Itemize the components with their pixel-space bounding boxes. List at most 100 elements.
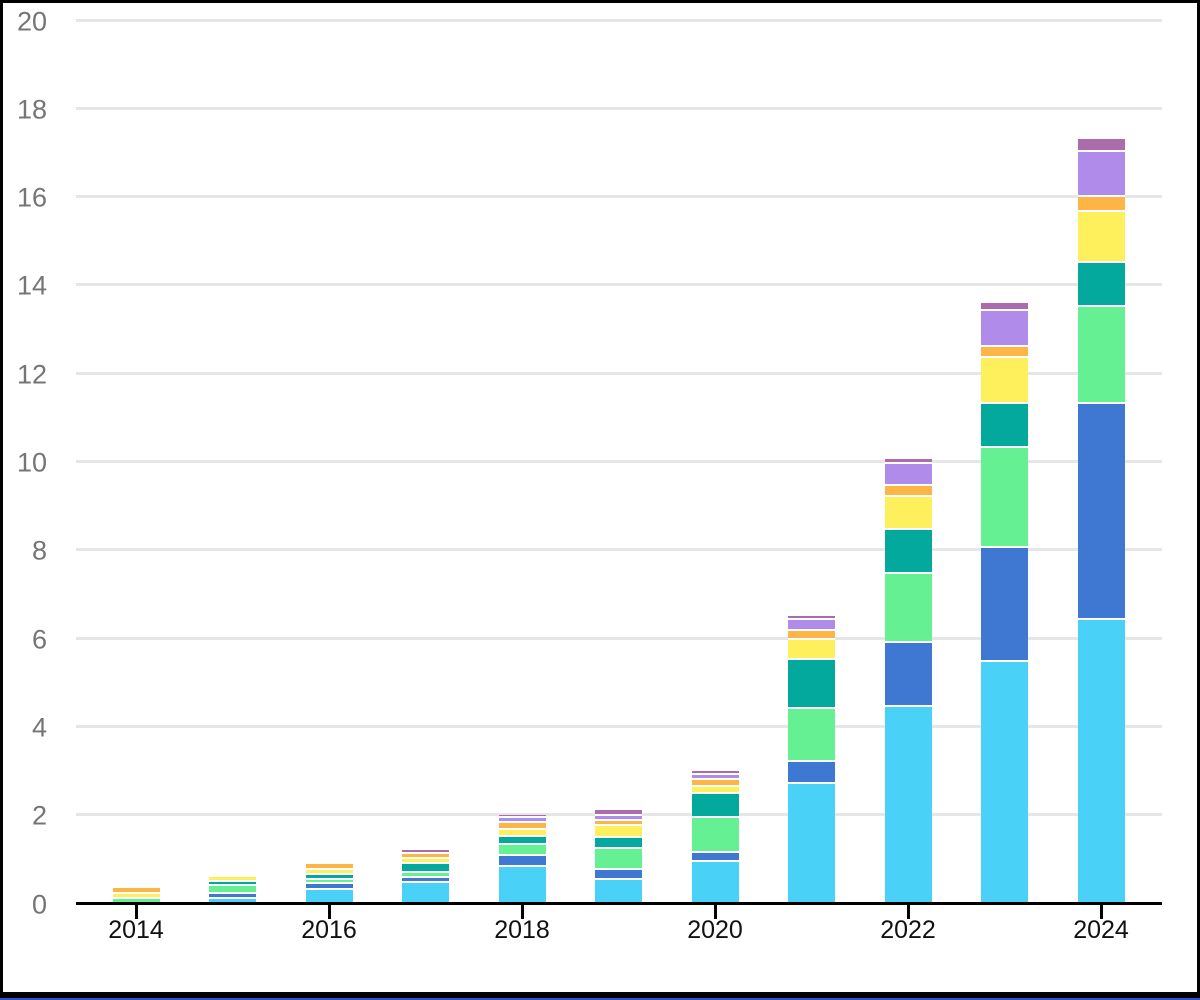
bar-segment-cyan-2021 [788,783,835,903]
bar-segment-teal-2016 [305,874,353,880]
bar-segment-teal-2018 [498,837,546,846]
bar-segment-teal-2021 [788,660,835,709]
bar-segment-plum-2018 [498,814,546,819]
bar-segment-orange-2022 [884,485,932,497]
x-axis-tick-label: 2018 [494,916,550,944]
x-axis-tick-2014 [134,904,138,919]
bar-segment-teal-2022 [884,529,932,575]
y-axis-tick-label: 2 [31,800,47,831]
gridline-y-16 [76,195,1162,199]
bar-segment-cyan-2020 [691,862,739,903]
y-axis-tick-label: 18 [16,94,47,125]
bar-segment-green-2017 [402,872,449,879]
bar-segment-yellow-2019 [595,826,642,839]
bar-segment-orange-2020 [691,780,739,787]
bar-segment-yellow-2021 [788,640,835,661]
bar-segment-plum-2019 [595,810,642,817]
bar-segment-purple-2018 [498,818,546,824]
bar-segment-blue-2017 [402,878,449,884]
y-axis-tick-label: 4 [31,712,47,743]
bar-segment-yellow-2018 [498,829,546,838]
bar-segment-teal-2019 [595,838,642,849]
bar-segment-cyan-2019 [595,880,642,903]
gridline-y-10 [76,460,1162,463]
y-axis-tick-label: 16 [16,182,47,213]
bar-segment-purple-2022 [884,463,932,486]
bar-segment-yellow-2024 [1077,212,1125,263]
bar-segment-blue-2016 [305,884,353,890]
bar-segment-teal-2015 [209,881,256,887]
gridline-y-8 [76,548,1162,552]
bar-segment-yellow-2014 [112,894,160,899]
bar-segment-cyan-2016 [305,889,353,903]
bar-segment-yellow-2017 [402,858,449,865]
x-axis-tick-2016 [327,904,331,919]
bar-segment-cyan-2015 [209,898,256,903]
x-axis-line [76,901,1162,905]
gridline-y-14 [76,283,1162,287]
x-axis-tick-2022 [906,904,910,919]
bar-segment-orange-2014 [112,887,160,895]
bar-segment-orange-2018 [498,823,546,830]
bar-segment-teal-2024 [1077,262,1125,307]
bar-segment-orange-2016 [305,864,353,870]
x-axis-tick-label: 2024 [1073,916,1129,944]
y-axis-tick-label: 0 [31,889,47,919]
bar-segment-plum-2024 [1077,139,1125,153]
bar-segment-green-2020 [691,817,739,853]
bar-segment-plum-2020 [691,770,739,775]
bar-segment-teal-2020 [691,793,739,818]
x-axis-tick-label: 2022 [880,916,936,944]
y-axis-tick-label: 10 [16,447,47,478]
bar-segment-cyan-2023 [981,662,1028,903]
bar-segment-plum-2021 [788,616,835,621]
bar-segment-green-2024 [1077,306,1125,405]
gridline-y-18 [76,106,1162,110]
x-axis-tick-label: 2016 [301,916,357,944]
bottom-accent-line [0,998,1200,1000]
bar-segment-blue-2023 [981,547,1028,663]
y-axis-tick-label: 14 [16,270,47,301]
bar-segment-purple-2020 [691,774,739,781]
bar-segment-orange-2024 [1077,196,1125,213]
bar-segment-purple-2024 [1077,152,1125,197]
x-axis-tick-label: 2020 [687,916,743,944]
bar-segment-purple-2019 [595,816,642,821]
bar-segment-yellow-2016 [305,869,353,875]
bar-segment-blue-2015 [209,894,256,899]
bar-segment-orange-2021 [788,631,835,641]
bar-segment-green-2021 [788,708,835,762]
bar-segment-green-2016 [305,879,353,885]
y-axis-tick-label: 8 [31,535,47,566]
gridline-y-20 [76,18,1162,22]
bar-segment-green-2015 [209,886,256,895]
bar-segment-yellow-2023 [981,357,1028,405]
bar-segment-purple-2023 [981,311,1028,347]
bar-segment-green-2022 [884,574,932,643]
bar-segment-plum-2023 [981,302,1028,312]
bar-segment-green-2019 [595,848,642,871]
x-axis-tick-label: 2014 [108,916,164,944]
bar-segment-yellow-2015 [209,877,256,882]
gridline-y-6 [76,636,1162,640]
y-axis-tick-label: 20 [16,6,47,36]
bar-segment-teal-2023 [981,404,1028,449]
gridline-y-4 [76,724,1162,728]
bar-segment-blue-2018 [498,855,546,868]
bar-segment-green-2014 [112,898,160,903]
bar-segment-orange-2023 [981,346,1028,358]
gridline-y-12 [76,371,1162,375]
y-axis-tick-label: 6 [31,624,47,655]
bar-segment-cyan-2017 [402,883,449,903]
bar-segment-orange-2019 [595,820,642,827]
y-axis-tick-label: 12 [16,359,47,390]
x-axis-tick-2024 [1099,904,1103,919]
bar-segment-orange-2017 [402,853,449,859]
bar-segment-teal-2017 [402,864,449,873]
bar-segment-cyan-2024 [1077,620,1125,903]
bar-segment-blue-2020 [691,852,739,863]
bar-segment-plum-2022 [884,459,932,464]
bar-segment-blue-2021 [788,761,835,784]
bar-segment-green-2023 [981,448,1028,548]
